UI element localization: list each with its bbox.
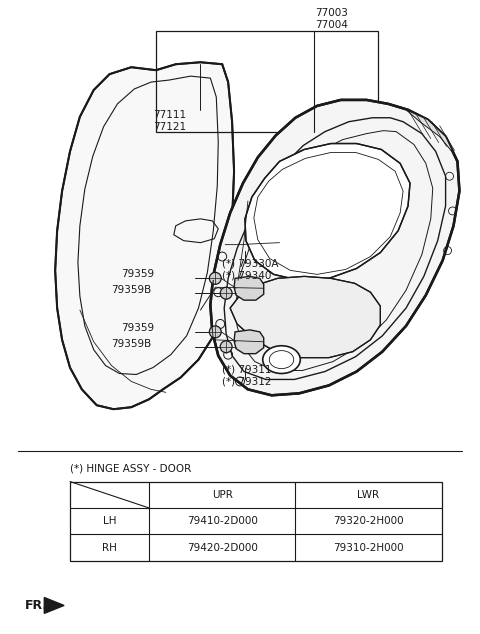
Text: 79410-2D000: 79410-2D000 — [187, 516, 258, 526]
Polygon shape — [210, 100, 459, 396]
Circle shape — [209, 326, 221, 338]
Polygon shape — [245, 143, 410, 280]
Bar — [156, 30, 378, 132]
Text: (*) 79330A
(*) 79340: (*) 79330A (*) 79340 — [222, 259, 279, 281]
Polygon shape — [44, 597, 64, 613]
Bar — [70, 482, 442, 561]
Text: (*) 79311
(*) 79312: (*) 79311 (*) 79312 — [222, 365, 272, 387]
Text: UPR: UPR — [212, 489, 233, 500]
Text: LWR: LWR — [358, 489, 380, 500]
Text: RH: RH — [102, 543, 117, 553]
Polygon shape — [234, 276, 264, 300]
Text: 79420-2D000: 79420-2D000 — [187, 543, 258, 553]
Text: 79359: 79359 — [121, 323, 155, 333]
Ellipse shape — [263, 346, 300, 373]
Text: (*) HINGE ASSY - DOOR: (*) HINGE ASSY - DOOR — [70, 463, 191, 474]
Circle shape — [220, 287, 232, 299]
Polygon shape — [55, 62, 234, 409]
Text: 77003
77004: 77003 77004 — [315, 8, 348, 30]
Text: 79310-2H000: 79310-2H000 — [333, 543, 404, 553]
Circle shape — [220, 341, 232, 353]
Text: 79320-2H000: 79320-2H000 — [333, 516, 404, 526]
Text: FR.: FR. — [24, 599, 48, 612]
Circle shape — [209, 273, 221, 284]
Text: 77111
77121: 77111 77121 — [153, 110, 186, 133]
Polygon shape — [406, 110, 457, 162]
Polygon shape — [234, 330, 264, 354]
Text: 79359: 79359 — [121, 269, 155, 280]
Text: LH: LH — [103, 516, 116, 526]
Text: 79359B: 79359B — [111, 285, 152, 295]
Polygon shape — [230, 276, 380, 358]
Text: 79359B: 79359B — [111, 339, 152, 349]
